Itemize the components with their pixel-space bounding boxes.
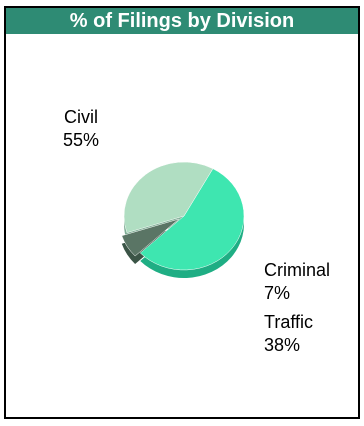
traffic-percent: 38% <box>264 335 300 355</box>
chart-frame: % of Filings by Division <box>4 6 360 419</box>
pie-slice-civil <box>139 168 245 271</box>
criminal-label: Criminal <box>264 260 330 280</box>
civil-percent: 55% <box>63 130 99 150</box>
traffic-label: Traffic <box>264 312 313 332</box>
criminal-percent: 7% <box>264 283 290 303</box>
pie-slice-criminal <box>121 218 179 257</box>
pie-slice-traffic <box>123 161 214 233</box>
chart-title: % of Filings by Division <box>6 8 358 34</box>
civil-label: Civil <box>64 107 98 127</box>
